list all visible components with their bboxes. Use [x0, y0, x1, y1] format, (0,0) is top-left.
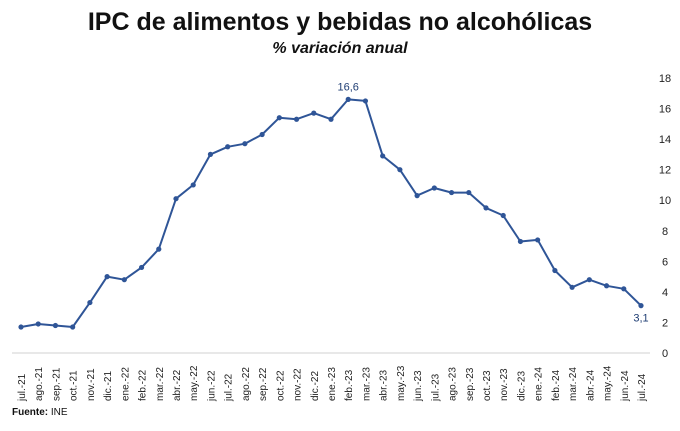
x-tick-label: oct.-23	[482, 370, 493, 401]
x-tick-label: nov.-21	[86, 368, 97, 401]
data-point	[207, 151, 214, 157]
x-tick-label: ago.-22	[241, 367, 252, 401]
y-tick-label: 6	[662, 256, 668, 268]
data-point	[638, 303, 644, 309]
y-tick-label: 0	[662, 348, 668, 360]
x-tick-label: sep.-22	[258, 367, 269, 401]
data-point	[35, 321, 41, 327]
data-point	[414, 193, 420, 199]
x-tick-label: ago.-21	[34, 367, 45, 401]
source-label: Fuente:	[12, 407, 49, 418]
series-line	[20, 98, 642, 328]
x-tick-label: may.-23	[396, 365, 407, 401]
x-tick-label: abr.-24	[585, 369, 596, 401]
x-tick-label: oct.-21	[69, 370, 80, 401]
x-tick-label: jul.-24	[637, 373, 648, 402]
x-tick-label: nov.-22	[293, 368, 304, 401]
data-point	[328, 116, 334, 122]
x-tick-label: oct.-22	[275, 370, 286, 401]
data-point	[552, 267, 558, 274]
x-tick-label: dic.-23	[516, 371, 527, 401]
data-point	[156, 246, 162, 252]
data-point	[603, 283, 610, 289]
x-tick-label: jun.-24	[620, 370, 631, 402]
data-point	[362, 98, 369, 104]
x-tick-label: sep.-23	[465, 367, 476, 401]
x-tick-label: ene.-23	[327, 367, 338, 401]
data-point	[87, 299, 93, 306]
data-point	[225, 144, 231, 150]
data-point	[121, 277, 127, 283]
x-tick-label: mar.-23	[361, 367, 372, 401]
data-point	[535, 237, 541, 243]
data-label: 16,6	[338, 81, 359, 93]
y-tick-label: 4	[662, 287, 668, 299]
x-tick-label: may.-24	[603, 365, 614, 401]
data-point	[242, 141, 248, 147]
y-tick-label: 14	[659, 134, 671, 146]
x-tick-label: feb.-22	[138, 369, 149, 401]
data-label: 3,1	[633, 313, 648, 325]
y-tick-label: 12	[659, 165, 671, 177]
chart-title: IPC de alimentos y bebidas no alcohólica…	[87, 8, 593, 36]
data-point	[397, 167, 403, 173]
data-point	[621, 286, 627, 292]
data-point	[293, 116, 300, 122]
data-point	[18, 324, 24, 330]
data-point	[104, 274, 110, 280]
data-point	[259, 131, 265, 138]
x-tick-label: feb.-23	[344, 369, 355, 401]
x-tick-label: jul.-21	[17, 373, 28, 402]
x-tick-label: ene.-22	[120, 367, 131, 401]
data-point	[500, 212, 506, 219]
data-point	[70, 324, 76, 330]
x-tick-label: jun.-22	[206, 370, 217, 402]
data-point	[52, 322, 59, 329]
x-tick-label: jul.-23	[430, 373, 441, 402]
x-tick-label: nov.-23	[499, 368, 510, 401]
data-point	[173, 196, 179, 202]
data-point	[466, 189, 472, 196]
x-tick-label: jul.-22	[224, 373, 235, 402]
x-tick-label: ago.-23	[448, 367, 459, 401]
data-point	[586, 277, 592, 283]
data-point	[380, 153, 386, 159]
x-tick-label: abr.-23	[379, 369, 390, 401]
x-tick-label: mar.-24	[568, 367, 579, 401]
data-point	[569, 284, 575, 290]
data-point	[448, 189, 455, 196]
y-tick-label: 10	[659, 195, 671, 207]
source-text: INE	[50, 407, 68, 418]
data-point	[190, 182, 196, 188]
x-tick-label: feb.-24	[551, 369, 562, 401]
x-tick-label: may.-22	[189, 365, 200, 401]
data-point	[431, 185, 437, 191]
x-tick-label: jun.-23	[413, 370, 424, 402]
y-tick-label: 8	[662, 226, 668, 238]
x-tick-label: mar.-22	[155, 367, 166, 401]
data-point	[311, 110, 317, 116]
x-tick-label: dic.-22	[310, 371, 321, 401]
y-tick-label: 16	[659, 104, 671, 116]
x-tick-label: ene.-24	[534, 367, 545, 401]
data-point	[276, 115, 282, 121]
x-tick-label: abr.-22	[172, 369, 183, 401]
data-point	[138, 264, 145, 271]
data-point	[345, 96, 351, 102]
y-tick-label: 2	[662, 317, 668, 329]
x-tick-label: dic.-21	[103, 371, 114, 401]
source-note: Fuente: INE	[12, 407, 68, 418]
chart-subtitle: % variación anual	[272, 40, 408, 57]
data-point	[483, 205, 489, 211]
data-point	[517, 238, 524, 245]
x-tick-label: sep.-21	[51, 367, 62, 401]
y-tick-label: 18	[659, 73, 671, 85]
